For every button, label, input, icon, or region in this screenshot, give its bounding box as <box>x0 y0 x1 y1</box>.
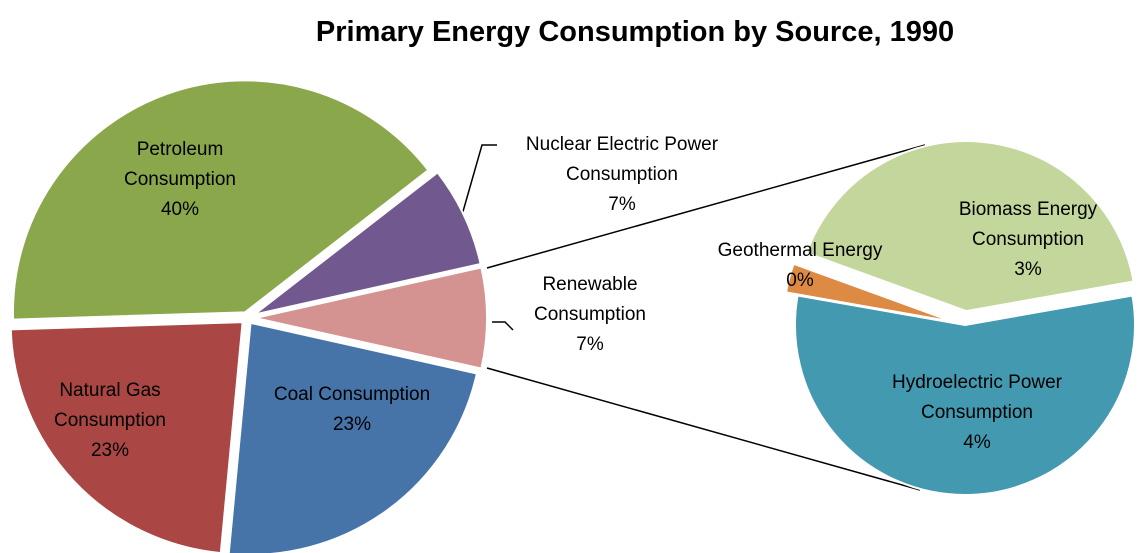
slice-name: Geothermal Energy <box>717 240 883 261</box>
data-label: Renewable Consumption 7% <box>515 270 665 360</box>
pie-slice <box>9 321 244 553</box>
slice-name: Coal Consumption <box>273 384 431 405</box>
slice-value: 7% <box>608 194 636 215</box>
slice-name: Biomass Energy Consumption <box>958 199 1098 250</box>
pie-slice <box>784 262 954 323</box>
pie-slice <box>254 266 488 370</box>
slice-name: Nuclear Electric Power Consumption <box>525 134 719 185</box>
slice-value: 4% <box>963 432 991 453</box>
slice-name: Hydroelectric Power Consumption <box>892 372 1062 423</box>
data-label: Coal Consumption 23% <box>242 380 462 440</box>
pie-slice <box>12 79 430 321</box>
slice-value: 40% <box>160 199 200 220</box>
slice-name: Petroleum Consumption <box>124 139 236 190</box>
data-label: Petroleum Consumption 40% <box>105 135 255 225</box>
leader-line <box>492 321 514 331</box>
chart-title: Primary Energy Consumption by Source, 19… <box>315 16 955 48</box>
data-label: Nuclear Electric Power Consumption 7% <box>497 130 747 220</box>
pie-slice <box>227 321 479 553</box>
pie-slice <box>253 170 482 316</box>
connector-line <box>486 367 921 491</box>
slice-value: 23% <box>90 440 130 461</box>
slice-value: 3% <box>1014 259 1042 280</box>
data-label: Hydroelectric Power Consumption 4% <box>857 368 1097 458</box>
data-label: Biomass Energy Consumption 3% <box>928 195 1128 285</box>
slice-value: 7% <box>576 334 604 355</box>
pie-slice <box>794 294 1136 496</box>
data-label: Natural Gas Consumption 23% <box>30 376 190 466</box>
pie-slice <box>805 140 1135 313</box>
data-label: Geothermal Energy 0% <box>690 236 910 296</box>
connector-line <box>486 144 926 269</box>
slice-name: Natural Gas Consumption <box>54 380 166 431</box>
leader-line <box>461 144 497 216</box>
slice-name: Renewable Consumption <box>534 274 646 325</box>
slice-value: 23% <box>332 414 372 435</box>
slice-value: 0% <box>786 270 814 291</box>
